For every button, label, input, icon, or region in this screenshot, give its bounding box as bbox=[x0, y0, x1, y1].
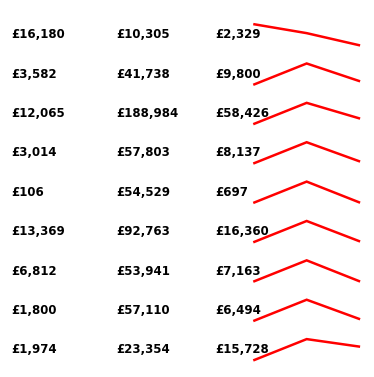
Text: £53,941: £53,941 bbox=[116, 265, 170, 277]
Text: £6,494: £6,494 bbox=[215, 304, 261, 317]
Text: £16,180: £16,180 bbox=[11, 28, 65, 41]
Text: £697: £697 bbox=[215, 186, 248, 199]
Text: £23,354: £23,354 bbox=[116, 343, 170, 356]
Text: £41,738: £41,738 bbox=[116, 67, 170, 81]
Text: £10,305: £10,305 bbox=[116, 28, 169, 41]
Text: £3,582: £3,582 bbox=[11, 67, 57, 81]
Text: £188,984: £188,984 bbox=[116, 107, 178, 120]
Text: £6,812: £6,812 bbox=[11, 265, 57, 277]
Text: £58,426: £58,426 bbox=[215, 107, 269, 120]
Text: £92,763: £92,763 bbox=[116, 225, 170, 238]
Text: £106: £106 bbox=[11, 186, 44, 199]
Text: £8,137: £8,137 bbox=[215, 146, 261, 159]
Text: £57,803: £57,803 bbox=[116, 146, 170, 159]
Text: £7,163: £7,163 bbox=[215, 265, 261, 277]
Text: £1,974: £1,974 bbox=[11, 343, 57, 356]
Text: £16,360: £16,360 bbox=[215, 225, 269, 238]
Text: £9,800: £9,800 bbox=[215, 67, 261, 81]
Text: £54,529: £54,529 bbox=[116, 186, 170, 199]
Text: £15,728: £15,728 bbox=[215, 343, 269, 356]
Text: £13,369: £13,369 bbox=[11, 225, 65, 238]
Text: £12,065: £12,065 bbox=[11, 107, 65, 120]
Text: £2,329: £2,329 bbox=[215, 28, 261, 41]
Text: £57,110: £57,110 bbox=[116, 304, 169, 317]
Text: £1,800: £1,800 bbox=[11, 304, 57, 317]
Text: £3,014: £3,014 bbox=[11, 146, 57, 159]
